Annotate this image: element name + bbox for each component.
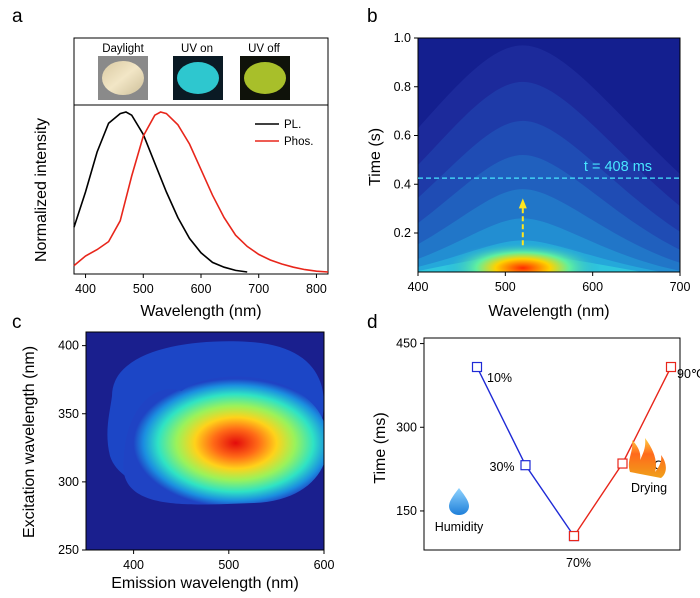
x-tick-label-400: 400 <box>408 280 429 294</box>
panel-c-frame <box>85 331 325 551</box>
y-tick-label-450: 450 <box>396 337 417 351</box>
panel-a-ylabel: Normalized intensity <box>33 118 50 262</box>
panel-c-ylabel: Excitation wavelength (nm) <box>21 346 38 538</box>
marker-drying-1 <box>617 458 628 469</box>
y-tick-label-0.2: 0.2 <box>394 226 411 240</box>
panel-d-ylabel: Time (ms) <box>372 412 389 483</box>
panel-b-intensity-peak <box>444 242 601 272</box>
x-tick-label-800: 800 <box>306 282 327 296</box>
panel-c-intensity-map <box>123 376 324 505</box>
series-line-pl <box>73 111 248 273</box>
series-line-drying <box>573 366 672 537</box>
point-label-humidity-1: 30% <box>490 460 515 474</box>
panel-a-xlabel: Wavelength (nm) <box>140 303 261 320</box>
series-line-phos <box>73 111 329 273</box>
panel-label-a: a <box>12 6 23 27</box>
legend-label-phos: Phos. <box>284 136 313 148</box>
x-tick-label-600: 600 <box>582 280 603 294</box>
panel-c: 400 500 600 250 300 350 400 Emission wavelengt… <box>21 331 334 592</box>
x-tick-label-700: 700 <box>670 280 691 294</box>
panel-c-ticks: 400 500 600 250 300 350 400 <box>58 339 334 572</box>
point-label-humidity-2: 70% <box>566 556 591 570</box>
x-tick-label-600: 600 <box>191 282 212 296</box>
water-drop-icon <box>449 488 469 515</box>
panel-a-x-ticks: 400 500 600 700 800 <box>75 274 327 296</box>
y-tick-label-0.4: 0.4 <box>394 177 411 191</box>
x-tick-label-600: 600 <box>314 558 335 572</box>
x-tick-label-400: 400 <box>75 282 96 296</box>
panel-d-series: 10%30%70%60℃90℃ <box>471 361 700 570</box>
x-tick-label-500: 500 <box>218 558 239 572</box>
panel-b-ylabel: Time (s) <box>367 128 384 186</box>
y-tick-label-300: 300 <box>396 420 417 434</box>
point-label-humidity-0: 10% <box>487 371 512 385</box>
x-tick-label-700: 700 <box>248 282 269 296</box>
point-label-drying-2: 90℃ <box>677 367 700 381</box>
x-tick-label-500: 500 <box>133 282 154 296</box>
flame-icon <box>628 438 666 478</box>
y-tick-label-0.8: 0.8 <box>394 80 411 94</box>
photo-uv-on <box>177 62 219 94</box>
panel-c-heatmap <box>86 332 324 550</box>
panel-c-xlabel: Emission wavelength (nm) <box>111 575 299 592</box>
drying-label: Drying <box>631 481 667 495</box>
x-tick-label-400: 400 <box>123 558 144 572</box>
panel-label-d: d <box>367 312 378 333</box>
y-tick-label-0.6: 0.6 <box>394 129 411 143</box>
y-tick-label-350: 350 <box>58 407 79 421</box>
decay-arrowhead <box>518 198 527 209</box>
y-tick-label-1: 1.0 <box>394 31 411 45</box>
panel-b-frame <box>417 37 681 273</box>
panel-label-c: c <box>12 312 22 333</box>
panel-b-heatmap <box>418 38 680 272</box>
humidity-label: Humidity <box>435 520 484 534</box>
series-line-humidity <box>476 366 575 537</box>
marker-humidity-1 <box>520 460 531 471</box>
photo-label-daylight: Daylight <box>102 43 144 55</box>
y-tick-label-150: 150 <box>396 504 417 518</box>
y-tick-label-300: 300 <box>58 475 79 489</box>
panel-label-b: b <box>367 6 378 27</box>
y-tick-label-400: 400 <box>58 339 79 353</box>
photo-label-uv-off: UV off <box>248 43 281 55</box>
panel-a: Daylight UV on UV off PL. Phos. 400 500 60… <box>33 37 329 320</box>
x-tick-label-500: 500 <box>495 280 516 294</box>
time-threshold-label: t = 408 ms <box>584 159 652 175</box>
legend-label-pl: PL. <box>284 119 301 131</box>
marker-drying-0 <box>568 530 580 542</box>
photo-daylight <box>102 61 144 95</box>
panel-d-ticks: 150 300 450 <box>396 337 424 518</box>
y-tick-label-250: 250 <box>58 543 79 557</box>
panel-b-ticks: 400 500 600 700 0.2 0.4 0.6 0.8 1.0 <box>394 31 691 294</box>
panel-b-xlabel: Wavelength (nm) <box>488 303 609 320</box>
photo-label-uv-on: UV on <box>181 43 213 55</box>
panel-d-frame <box>423 337 681 551</box>
marker-humidity-0 <box>471 361 483 373</box>
marker-drying-2 <box>665 361 677 373</box>
panel-b: t = 408 ms 400 500 600 700 0.2 0.4 0.6 0.8 1.0 W… <box>367 31 691 320</box>
photo-uv-off <box>244 62 286 94</box>
